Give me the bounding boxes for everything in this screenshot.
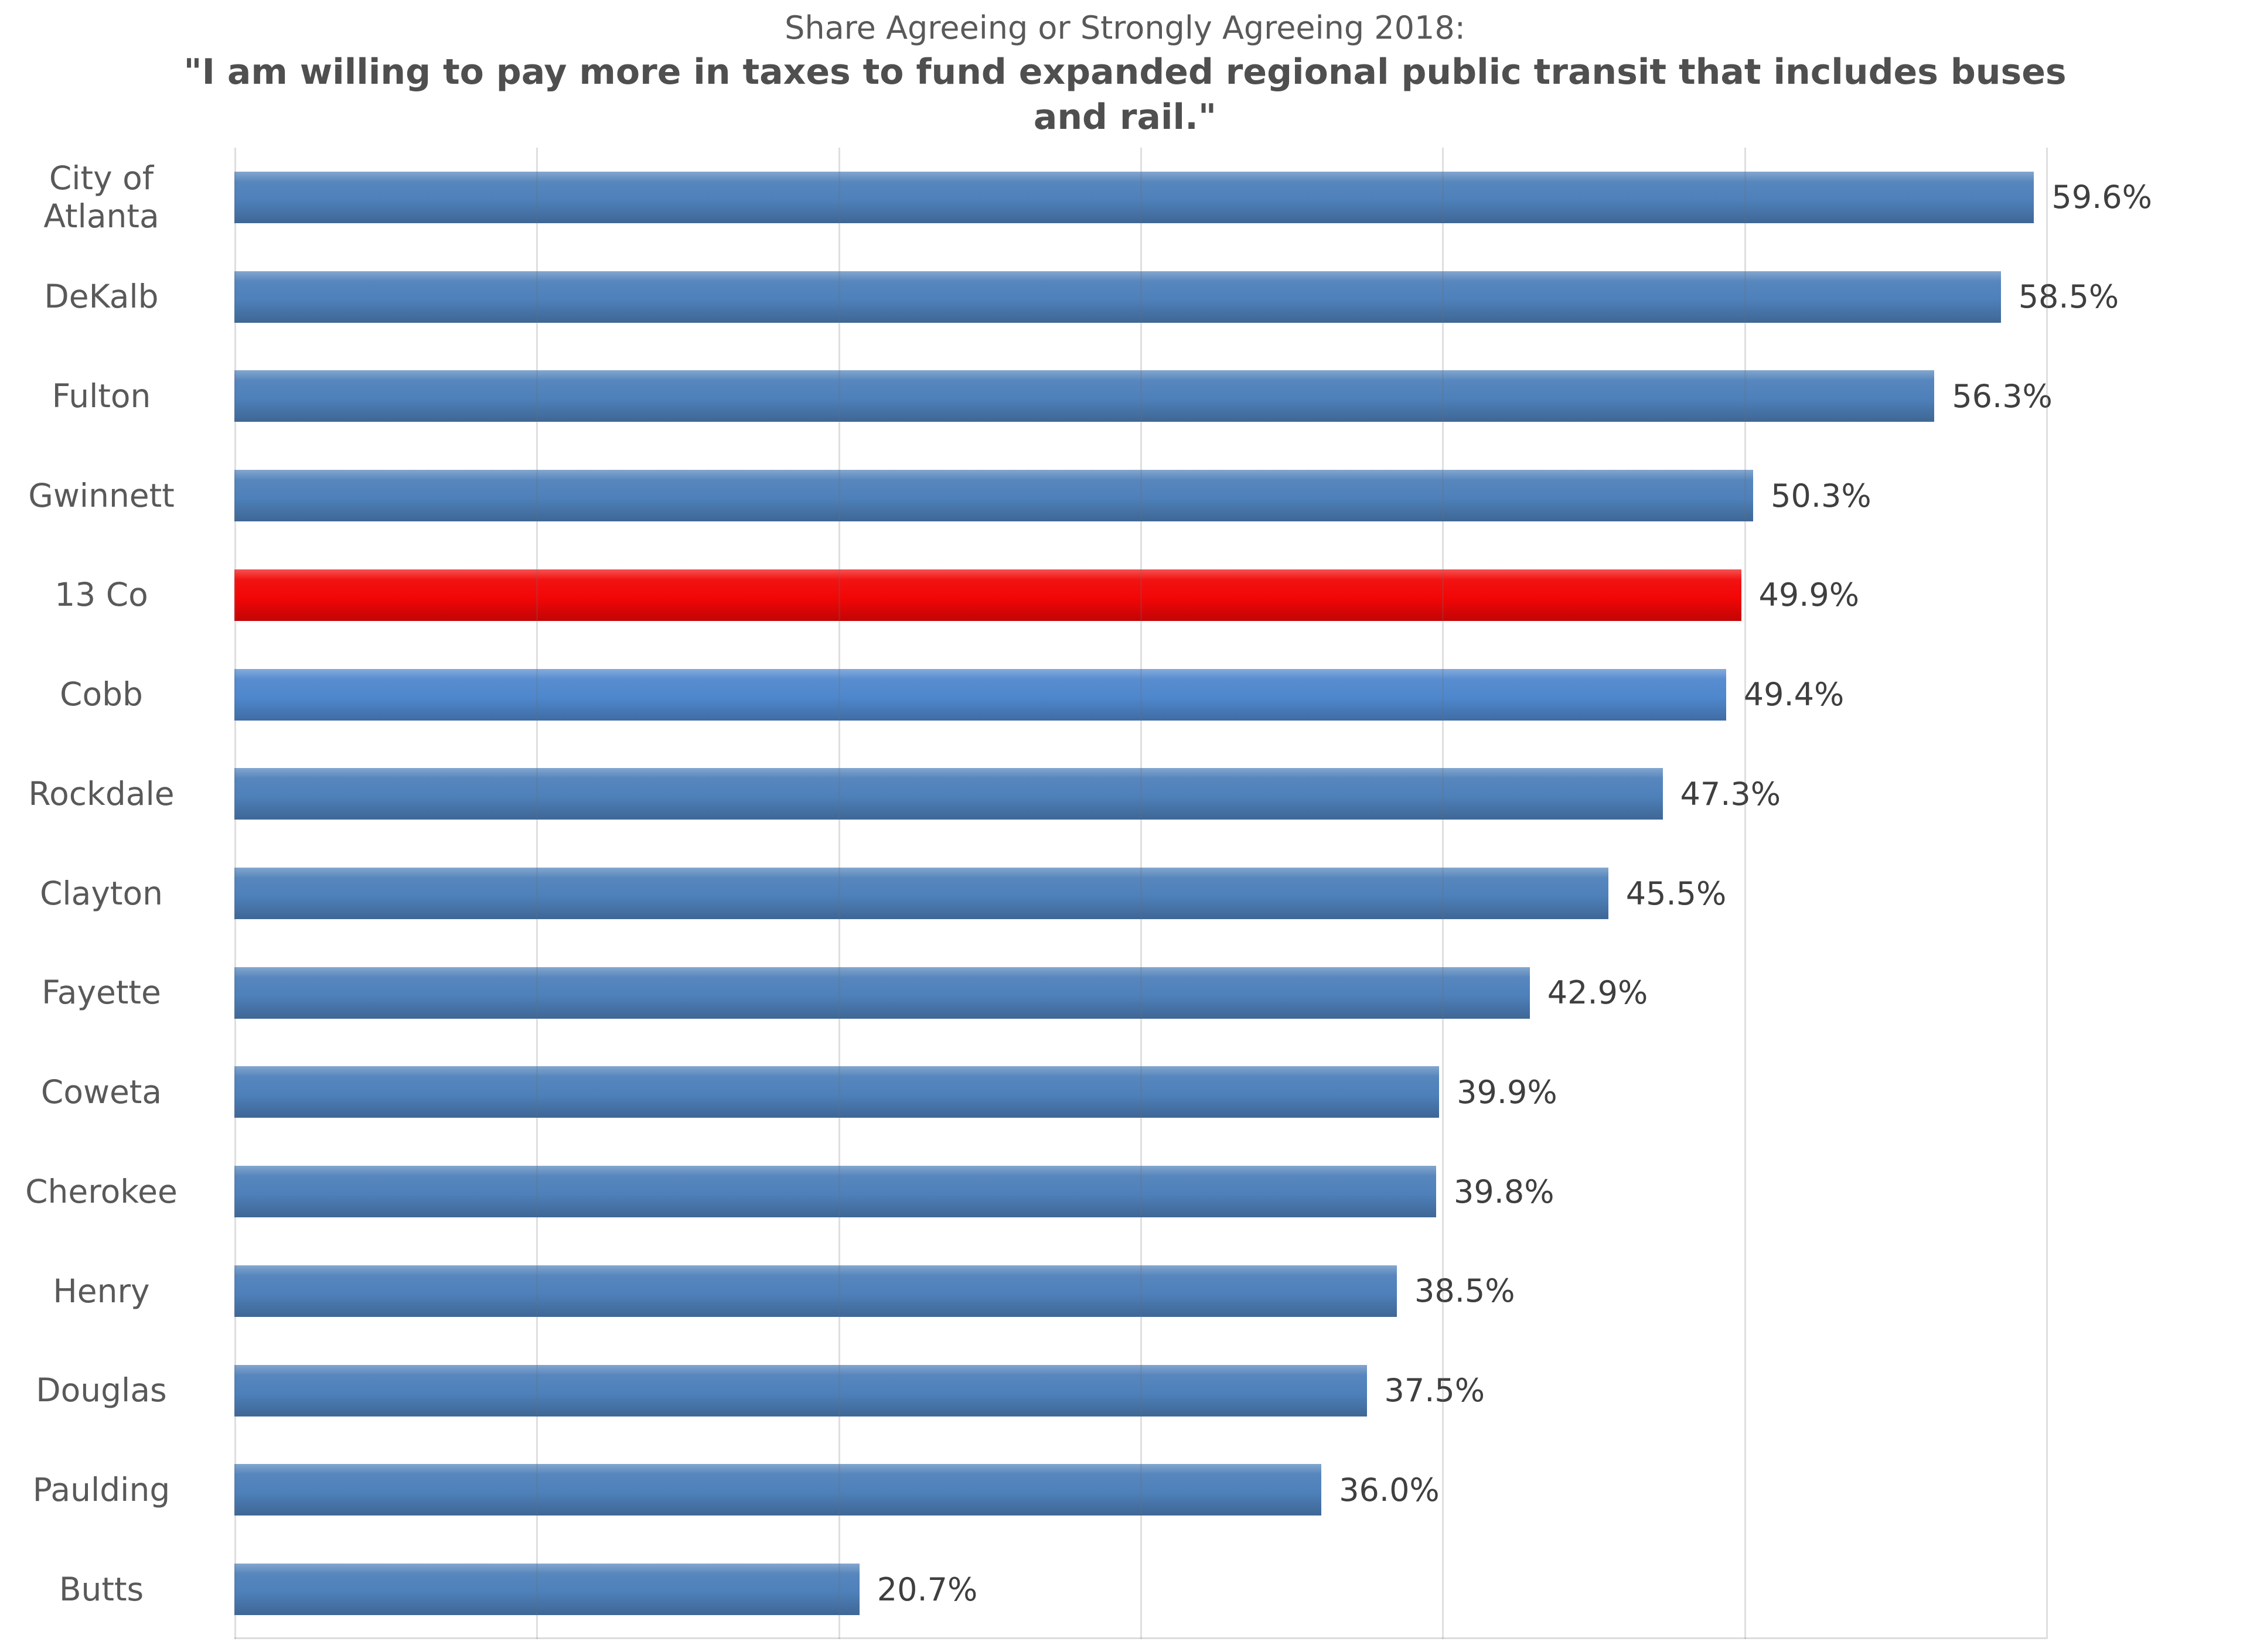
bar-row: 13 Co 49.9% xyxy=(0,545,2250,645)
bar xyxy=(234,768,1663,820)
bar-zone: 56.3% xyxy=(234,346,2250,446)
chart-title-line3: and rail." xyxy=(1033,96,1217,138)
category-label: 13 Co xyxy=(54,576,148,614)
bar-row: Cobb 49.4% xyxy=(0,645,2250,745)
value-label: 49.4% xyxy=(1743,676,1845,714)
bar xyxy=(234,1066,1440,1118)
bar-row: Henry 38.5% xyxy=(0,1241,2250,1341)
bar-zone: 39.9% xyxy=(234,1043,2250,1142)
category-label: Cobb xyxy=(60,675,143,714)
category-label: Rockdale xyxy=(28,774,175,813)
bar-zone: 45.5% xyxy=(234,844,2250,943)
bar-zone: 37.5% xyxy=(234,1341,2250,1441)
bar-row: Gwinnett 50.3% xyxy=(0,446,2250,545)
bar-zone: 39.8% xyxy=(234,1142,2250,1241)
bar-row: DeKalb 58.5% xyxy=(0,247,2250,347)
category-label: Henry xyxy=(53,1272,150,1310)
category-label: City of Atlanta xyxy=(43,159,159,235)
bar xyxy=(234,1364,1367,1417)
plot-area: City of Atlanta 59.6% DeKalb 58.5% Fulto… xyxy=(0,148,2250,1639)
value-label: 38.5% xyxy=(1414,1272,1515,1310)
chart-title: Share Agreeing or Strongly Agreeing 2018… xyxy=(0,7,2250,139)
bar-zone: 49.9% xyxy=(234,545,2250,645)
value-label: 59.6% xyxy=(2051,179,2152,216)
chart-title-line2: "I am willing to pay more in taxes to fu… xyxy=(183,51,2067,93)
value-label: 36.0% xyxy=(1339,1471,1440,1508)
value-label: 49.9% xyxy=(1758,576,1860,614)
category-label: Fulton xyxy=(52,377,151,415)
bar xyxy=(234,370,1935,422)
bar-zone: 20.7% xyxy=(234,1540,2250,1639)
bar xyxy=(234,967,1530,1019)
category-label: Butts xyxy=(59,1570,144,1608)
bar-row: Coweta 39.9% xyxy=(0,1043,2250,1142)
bar xyxy=(234,470,1754,522)
bar xyxy=(234,1265,1397,1317)
category-label: Gwinnett xyxy=(28,476,175,514)
value-label: 37.5% xyxy=(1384,1372,1485,1409)
value-label: 47.3% xyxy=(1680,775,1781,813)
value-label: 45.5% xyxy=(1625,875,1727,912)
bar-rows: City of Atlanta 59.6% DeKalb 58.5% Fulto… xyxy=(0,148,2250,1639)
category-label: DeKalb xyxy=(44,278,159,316)
bar-zone: 59.6% xyxy=(234,148,2250,247)
bar-zone: 58.5% xyxy=(234,247,2250,347)
bar-zone: 50.3% xyxy=(234,446,2250,545)
bar-row: Fayette 42.9% xyxy=(0,943,2250,1043)
value-label: 56.3% xyxy=(1952,377,2053,415)
value-label: 50.3% xyxy=(1771,477,1871,514)
category-label: Paulding xyxy=(32,1470,171,1508)
bar-zone: 36.0% xyxy=(234,1441,2250,1540)
bar-row: City of Atlanta 59.6% xyxy=(0,148,2250,247)
bar xyxy=(234,1464,1322,1516)
bar xyxy=(234,271,2001,323)
category-label: Clayton xyxy=(39,874,163,912)
bar-row: Fulton 56.3% xyxy=(0,346,2250,446)
category-label: Douglas xyxy=(36,1371,167,1409)
bar xyxy=(234,171,2034,223)
bar xyxy=(234,1564,860,1616)
category-label: Coweta xyxy=(40,1073,162,1111)
value-label: 58.5% xyxy=(2018,278,2119,316)
bar-zone: 49.4% xyxy=(234,645,2250,745)
bar-zone: 47.3% xyxy=(234,744,2250,844)
category-label: Fayette xyxy=(42,974,161,1012)
bar-row: Butts 20.7% xyxy=(0,1540,2250,1639)
bar xyxy=(234,668,1726,721)
bar-row: Clayton 45.5% xyxy=(0,844,2250,943)
value-label: 39.8% xyxy=(1454,1173,1554,1210)
bar-zone: 38.5% xyxy=(234,1241,2250,1341)
bar-row: Rockdale 47.3% xyxy=(0,744,2250,844)
bar xyxy=(234,1166,1437,1218)
bar xyxy=(234,569,1741,621)
chart-title-line1: Share Agreeing or Strongly Agreeing 2018… xyxy=(785,9,1465,46)
value-label: 20.7% xyxy=(877,1571,978,1608)
value-label: 39.9% xyxy=(1457,1073,1557,1111)
bar-row: Paulding 36.0% xyxy=(0,1441,2250,1540)
bar-zone: 42.9% xyxy=(234,943,2250,1043)
bar-row: Douglas 37.5% xyxy=(0,1341,2250,1441)
bar-row: Cherokee 39.8% xyxy=(0,1142,2250,1241)
bar xyxy=(234,868,1608,919)
category-label: Cherokee xyxy=(25,1172,178,1210)
value-label: 42.9% xyxy=(1547,974,1648,1012)
